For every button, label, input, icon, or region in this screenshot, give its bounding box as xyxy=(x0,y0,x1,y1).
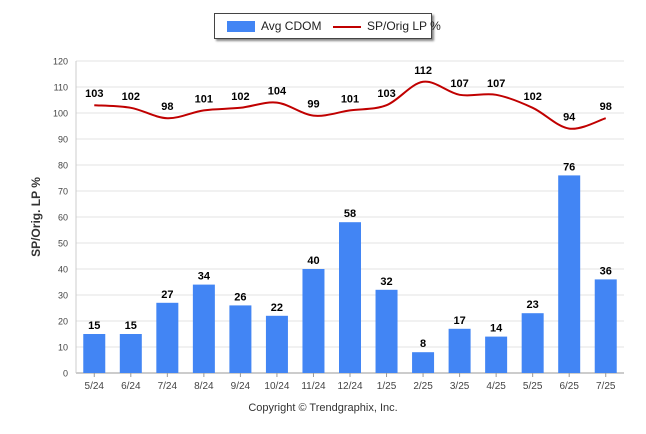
bar-value-label: 23 xyxy=(527,299,539,311)
line-value-label: 99 xyxy=(307,99,319,111)
bar xyxy=(412,352,435,373)
bar xyxy=(156,302,179,373)
y-tick-label: 40 xyxy=(58,265,68,275)
x-tick-label: 5/25 xyxy=(523,381,543,392)
line-value-label: 102 xyxy=(523,91,541,103)
line-value-label: 103 xyxy=(85,88,103,100)
bar xyxy=(558,175,581,373)
legend-swatch-avg-cdom xyxy=(227,21,255,32)
bar-value-label: 27 xyxy=(161,289,173,301)
line-value-label: 101 xyxy=(195,93,213,105)
y-tick-label: 10 xyxy=(58,343,68,353)
x-tick-label: 11/24 xyxy=(301,381,326,392)
bar xyxy=(302,269,325,373)
x-tick-label: 1/25 xyxy=(377,381,397,392)
x-tick-label: 7/25 xyxy=(596,381,616,392)
bar xyxy=(229,305,252,373)
y-tick-label: 110 xyxy=(54,83,68,93)
line-value-label: 101 xyxy=(341,93,359,105)
line-value-label: 98 xyxy=(161,101,173,113)
line-value-label: 94 xyxy=(563,112,576,124)
bar-value-label: 8 xyxy=(420,338,426,350)
x-tick-label: 2/25 xyxy=(413,381,433,392)
line-value-label: 104 xyxy=(268,86,287,98)
x-tick-label: 7/24 xyxy=(158,381,178,392)
line-value-label: 107 xyxy=(487,78,505,90)
line-value-label: 102 xyxy=(122,91,140,103)
y-tick-label: 60 xyxy=(58,213,68,223)
bar-value-label: 34 xyxy=(198,271,211,283)
legend-label-sp-orig-lp: SP/Orig LP % xyxy=(367,19,441,33)
bar xyxy=(485,336,508,373)
y-tick-label: 30 xyxy=(58,291,68,301)
y-tick-label: 0 xyxy=(63,369,68,379)
x-tick-label: 10/24 xyxy=(264,381,289,392)
y-tick-label: 90 xyxy=(58,135,68,145)
bar-value-label: 22 xyxy=(271,302,283,314)
bar-value-label: 36 xyxy=(600,265,612,277)
y-tick-label: 120 xyxy=(53,57,68,67)
x-tick-label: 3/25 xyxy=(450,381,470,392)
bar-value-label: 58 xyxy=(344,208,356,220)
y-tick-label: 50 xyxy=(58,239,68,249)
bar-value-label: 26 xyxy=(234,291,246,303)
x-tick-label: 9/24 xyxy=(231,381,251,392)
y-axis-label: SP/Orig. LP % xyxy=(29,177,43,257)
x-tick-label: 12/24 xyxy=(337,381,362,392)
line-value-label: 98 xyxy=(600,101,612,113)
y-tick-label: 80 xyxy=(58,161,68,171)
bar-value-label: 14 xyxy=(490,323,503,335)
bar xyxy=(192,284,215,373)
bar xyxy=(448,328,471,373)
line-value-label: 112 xyxy=(414,65,432,77)
legend-label-avg-cdom: Avg CDOM xyxy=(261,19,322,33)
bar-value-label: 15 xyxy=(125,320,137,332)
x-tick-label: 6/24 xyxy=(121,381,141,392)
x-tick-label: 4/25 xyxy=(486,381,506,392)
bar xyxy=(265,315,288,373)
y-tick-label: 100 xyxy=(53,109,68,119)
line-value-label: 107 xyxy=(450,78,468,90)
bar-value-label: 40 xyxy=(307,255,319,267)
x-tick-label: 5/24 xyxy=(85,381,105,392)
bar-value-label: 76 xyxy=(563,161,575,173)
x-tick-label: 6/25 xyxy=(559,381,579,392)
legend-swatch-sp-orig-lp xyxy=(333,26,361,28)
y-tick-label: 20 xyxy=(58,317,68,327)
y-tick-label: 70 xyxy=(58,187,68,197)
bar xyxy=(375,289,398,373)
bar xyxy=(594,279,617,373)
copyright-text: Copyright © Trendgraphix, Inc. xyxy=(248,402,398,414)
bar-value-label: 32 xyxy=(380,276,392,288)
bar xyxy=(119,334,142,373)
bar-value-label: 15 xyxy=(88,320,100,332)
x-tick-label: 8/24 xyxy=(194,381,214,392)
bar xyxy=(339,222,361,373)
bar xyxy=(83,334,106,373)
legend: Avg CDOM SP/Orig LP % xyxy=(214,13,441,39)
line-value-label: 103 xyxy=(377,88,395,100)
bar-value-label: 17 xyxy=(453,315,465,327)
line-value-label: 102 xyxy=(231,91,249,103)
bar xyxy=(521,313,544,373)
